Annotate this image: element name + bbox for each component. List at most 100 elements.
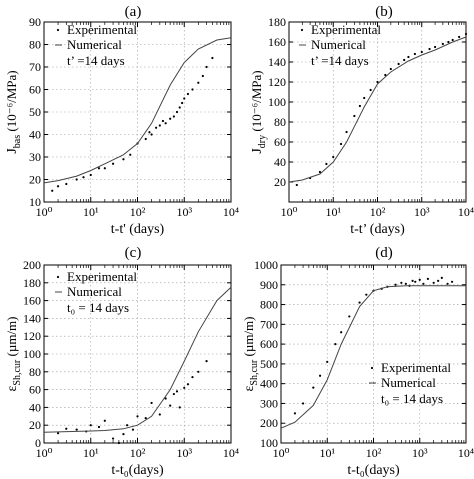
experimental-point — [164, 122, 167, 125]
y-tick-label: 140 — [23, 311, 41, 325]
experimental-point — [450, 280, 454, 283]
experimental-point — [400, 281, 403, 284]
y-tick-label: 200 — [23, 258, 41, 272]
x-tick-label: 10⁴ — [458, 446, 474, 460]
y-axis-label-unit: (10⁻⁶/MPa) — [249, 70, 264, 134]
legend-numerical: Numerical — [67, 37, 122, 52]
legend-experimental: Experimental — [67, 269, 137, 284]
experimental-point — [345, 130, 348, 134]
experimental-point — [411, 279, 414, 282]
y-axis-label-main: J — [5, 148, 20, 154]
experimental-point — [211, 56, 214, 60]
experimental-point — [51, 189, 54, 192]
experimental-point — [97, 167, 101, 170]
x-tick-label: 10⁴ — [458, 205, 474, 219]
legend-numerical: Numerical — [67, 284, 122, 299]
x-tick-label: 10⁰ — [281, 205, 298, 219]
legend-age: t’ =14 days — [67, 53, 125, 68]
legend-numerical: Numerical — [381, 375, 436, 390]
y-tick-label: 0 — [35, 436, 41, 450]
experimental-point — [169, 117, 172, 120]
y-axis-label-sub: dry — [257, 135, 268, 148]
experimental-point — [164, 397, 167, 400]
experimental-point — [447, 40, 450, 44]
experimental-point — [440, 276, 443, 279]
y-tick-label: 900 — [260, 278, 278, 292]
experimental-point — [433, 45, 437, 49]
experimental-point — [458, 35, 461, 39]
x-tick-label: 10³ — [414, 205, 430, 219]
x-tick-label: 10² — [366, 446, 382, 460]
legend-marker-experimental — [370, 366, 374, 370]
y-tick-label: 70 — [29, 60, 41, 74]
experimental-point — [197, 370, 200, 373]
y-tick-label: 100 — [268, 95, 286, 109]
experimental-point — [172, 392, 175, 396]
experimental-point — [75, 428, 78, 431]
panel-label: (d) — [375, 245, 393, 261]
experimental-point — [82, 176, 85, 179]
y-tick-label: 60 — [29, 383, 41, 397]
experimental-point — [122, 433, 125, 436]
y-axis-label-main: J — [250, 148, 265, 154]
y-tick-label: 700 — [260, 317, 278, 331]
y-tick-label: 20 — [29, 418, 41, 432]
y-tick-label: 300 — [260, 396, 278, 410]
numerical-curve — [43, 37, 232, 184]
experimental-point — [404, 282, 407, 285]
panel-label: (c) — [125, 245, 142, 261]
experimental-point — [144, 137, 147, 141]
experimental-point — [332, 155, 335, 159]
experimental-point — [413, 52, 416, 56]
y-tick-label: 1000 — [254, 258, 278, 272]
experimental-point — [178, 106, 181, 109]
experimental-point — [420, 50, 423, 54]
experimental-point — [117, 441, 120, 445]
experimental-point — [376, 80, 379, 84]
experimental-point — [451, 38, 454, 42]
experimental-point — [426, 277, 429, 280]
experimental-point — [175, 390, 179, 393]
y-tick-label: 200 — [260, 416, 278, 430]
experimental-point — [348, 315, 351, 318]
y-tick-label: 80 — [29, 365, 41, 379]
y-axis-label: Jdry (10⁻⁶/MPa) — [249, 70, 268, 153]
panel-label: (a) — [125, 4, 142, 20]
experimental-point — [136, 415, 139, 418]
experimental-point — [301, 402, 305, 405]
y-tick-label: 120 — [268, 75, 286, 89]
experimental-point — [432, 281, 435, 284]
y-axis-label: Jbas (10⁻⁶/MPa) — [4, 70, 23, 153]
experimental-point — [103, 167, 106, 170]
numerical-curve — [280, 285, 466, 429]
experimental-point — [397, 62, 400, 66]
y-axis-label-main: ε — [5, 385, 20, 391]
experimental-point — [422, 282, 425, 285]
x-tick-label: 10² — [130, 446, 146, 460]
experimental-point — [369, 88, 372, 92]
y-axis-label-sub: Sh,cur — [249, 359, 260, 386]
experimental-point — [353, 114, 356, 118]
y-axis-label: εSh,cur (µm/m) — [241, 317, 260, 392]
y-tick-label: 120 — [23, 329, 41, 343]
experimental-point — [437, 279, 440, 282]
x-tick-label: 10⁴ — [223, 446, 239, 460]
y-axis-label-sub: bas — [12, 135, 23, 148]
numerical-curve — [43, 286, 232, 433]
x-tick-label: 10³ — [176, 446, 192, 460]
panel-label: (b) — [375, 4, 393, 20]
experimental-point — [126, 424, 129, 427]
experimental-point — [394, 283, 397, 286]
y-tick-label: 20 — [274, 175, 286, 189]
experimental-point — [205, 360, 208, 363]
x-axis-label: t-t' (days) — [111, 222, 165, 237]
experimental-point — [111, 162, 115, 165]
experimental-point — [201, 74, 204, 78]
experimental-point — [65, 427, 68, 430]
y-tick-label: 500 — [260, 357, 278, 371]
y-tick-label: 140 — [268, 55, 286, 69]
y-axis-label-sub: Sh,cur — [12, 359, 23, 386]
experimental-point — [175, 110, 179, 114]
